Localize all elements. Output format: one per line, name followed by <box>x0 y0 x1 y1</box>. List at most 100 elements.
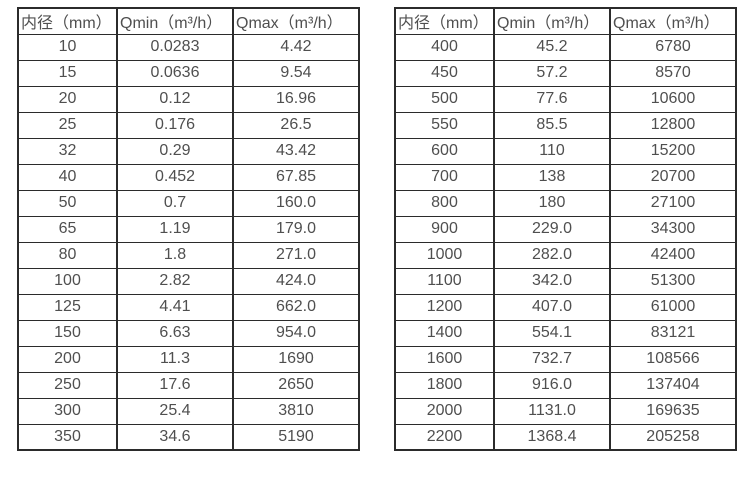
table-cell: 554.1 <box>493 319 611 347</box>
table-cell: 4.41 <box>116 293 234 321</box>
table-cell: 229.0 <box>493 215 611 243</box>
header-row: 内径（mm） Qmin（m³/h） Qmax（m³/h） <box>394 7 737 35</box>
table-cell: 342.0 <box>493 267 611 295</box>
flow-spec-table-large-diameters: 内径（mm） Qmin（m³/h） Qmax（m³/h） 400 45.2 6780 45… <box>394 7 737 451</box>
table-cell: 2000 <box>394 397 495 425</box>
table-cell: 200 <box>17 345 118 373</box>
table-cell: 26.5 <box>232 111 360 139</box>
table-row: 1100 342.0 51300 <box>394 267 737 295</box>
table-row: 125 4.41 662.0 <box>17 293 360 321</box>
table-cell: 500 <box>394 85 495 113</box>
table-row: 1800 916.0 137404 <box>394 371 737 399</box>
table-cell: 20700 <box>609 163 737 191</box>
table-cell: 27100 <box>609 189 737 217</box>
table-row: 350 34.6 5190 <box>17 423 360 451</box>
table-row: 900 229.0 34300 <box>394 215 737 243</box>
table-cell: 25 <box>17 111 118 139</box>
table-cell: 424.0 <box>232 267 360 295</box>
table-cell: 50 <box>17 189 118 217</box>
table-cell: 1200 <box>394 293 495 321</box>
table-cell: 125 <box>17 293 118 321</box>
table-cell: 1400 <box>394 319 495 347</box>
table-cell: 9.54 <box>232 59 360 87</box>
table-cell: 800 <box>394 189 495 217</box>
table-cell: 1600 <box>394 345 495 373</box>
table-row: 1000 282.0 42400 <box>394 241 737 269</box>
table-row: 1400 554.1 83121 <box>394 319 737 347</box>
table-row: 50 0.7 160.0 <box>17 189 360 217</box>
table-row: 700 138 20700 <box>394 163 737 191</box>
table-cell: 32 <box>17 137 118 165</box>
table-row: 15 0.0636 9.54 <box>17 59 360 87</box>
table-row: 300 25.4 3810 <box>17 397 360 425</box>
table-cell: 138 <box>493 163 611 191</box>
table-cell: 150 <box>17 319 118 347</box>
table-cell: 271.0 <box>232 241 360 269</box>
table-cell: 2200 <box>394 423 495 451</box>
table-cell: 12800 <box>609 111 737 139</box>
table-row: 550 85.5 12800 <box>394 111 737 139</box>
table-cell: 15 <box>17 59 118 87</box>
table-cell: 282.0 <box>493 241 611 269</box>
table-cell: 0.0283 <box>116 33 234 61</box>
table-cell: 100 <box>17 267 118 295</box>
table-row: 2000 1131.0 169635 <box>394 397 737 425</box>
table-cell: 0.0636 <box>116 59 234 87</box>
table-cell: 700 <box>394 163 495 191</box>
table-cell: 6780 <box>609 33 737 61</box>
table-cell: 205258 <box>609 423 737 451</box>
table-cell: 110 <box>493 137 611 165</box>
table-cell: 916.0 <box>493 371 611 399</box>
table-cell: 550 <box>394 111 495 139</box>
table-cell: 8570 <box>609 59 737 87</box>
table-cell: 17.6 <box>116 371 234 399</box>
table-row: 2200 1368.4 205258 <box>394 423 737 451</box>
table-cell: 40 <box>17 163 118 191</box>
column-header: Qmin（m³/h） <box>493 7 611 35</box>
table-row: 32 0.29 43.42 <box>17 137 360 165</box>
table-cell: 5190 <box>232 423 360 451</box>
table-cell: 350 <box>17 423 118 451</box>
table-row: 20 0.12 16.96 <box>17 85 360 113</box>
table-cell: 34300 <box>609 215 737 243</box>
table-cell: 450 <box>394 59 495 87</box>
table-cell: 1.19 <box>116 215 234 243</box>
table-cell: 45.2 <box>493 33 611 61</box>
table-row: 25 0.176 26.5 <box>17 111 360 139</box>
header-row: 内径（mm） Qmin（m³/h） Qmax（m³/h） <box>17 7 360 35</box>
table-cell: 3810 <box>232 397 360 425</box>
table-cell: 43.42 <box>232 137 360 165</box>
table-cell: 179.0 <box>232 215 360 243</box>
table-cell: 169635 <box>609 397 737 425</box>
table-cell: 15200 <box>609 137 737 165</box>
table-cell: 0.176 <box>116 111 234 139</box>
table-cell: 1100 <box>394 267 495 295</box>
table-cell: 1131.0 <box>493 397 611 425</box>
table-cell: 180 <box>493 189 611 217</box>
table-cell: 300 <box>17 397 118 425</box>
flow-spec-table-small-diameters: 内径（mm） Qmin（m³/h） Qmax（m³/h） 10 0.0283 4.42 1… <box>17 7 360 451</box>
table-cell: 42400 <box>609 241 737 269</box>
table-row: 200 11.3 1690 <box>17 345 360 373</box>
table-cell: 250 <box>17 371 118 399</box>
spec-tables-container: 内径（mm） Qmin（m³/h） Qmax（m³/h） 10 0.0283 4.42 1… <box>17 7 737 451</box>
column-header: Qmax（m³/h） <box>609 7 737 35</box>
table-row: 800 180 27100 <box>394 189 737 217</box>
table-cell: 11.3 <box>116 345 234 373</box>
table-row: 400 45.2 6780 <box>394 33 737 61</box>
table-row: 450 57.2 8570 <box>394 59 737 87</box>
table-cell: 732.7 <box>493 345 611 373</box>
table-row: 250 17.6 2650 <box>17 371 360 399</box>
table-cell: 662.0 <box>232 293 360 321</box>
table-cell: 400 <box>394 33 495 61</box>
table-row: 1600 732.7 108566 <box>394 345 737 373</box>
table-row: 1200 407.0 61000 <box>394 293 737 321</box>
table-cell: 600 <box>394 137 495 165</box>
table-cell: 80 <box>17 241 118 269</box>
table-cell: 65 <box>17 215 118 243</box>
table-cell: 1.8 <box>116 241 234 269</box>
table-row: 100 2.82 424.0 <box>17 267 360 295</box>
table-cell: 900 <box>394 215 495 243</box>
table-cell: 137404 <box>609 371 737 399</box>
table-cell: 0.7 <box>116 189 234 217</box>
